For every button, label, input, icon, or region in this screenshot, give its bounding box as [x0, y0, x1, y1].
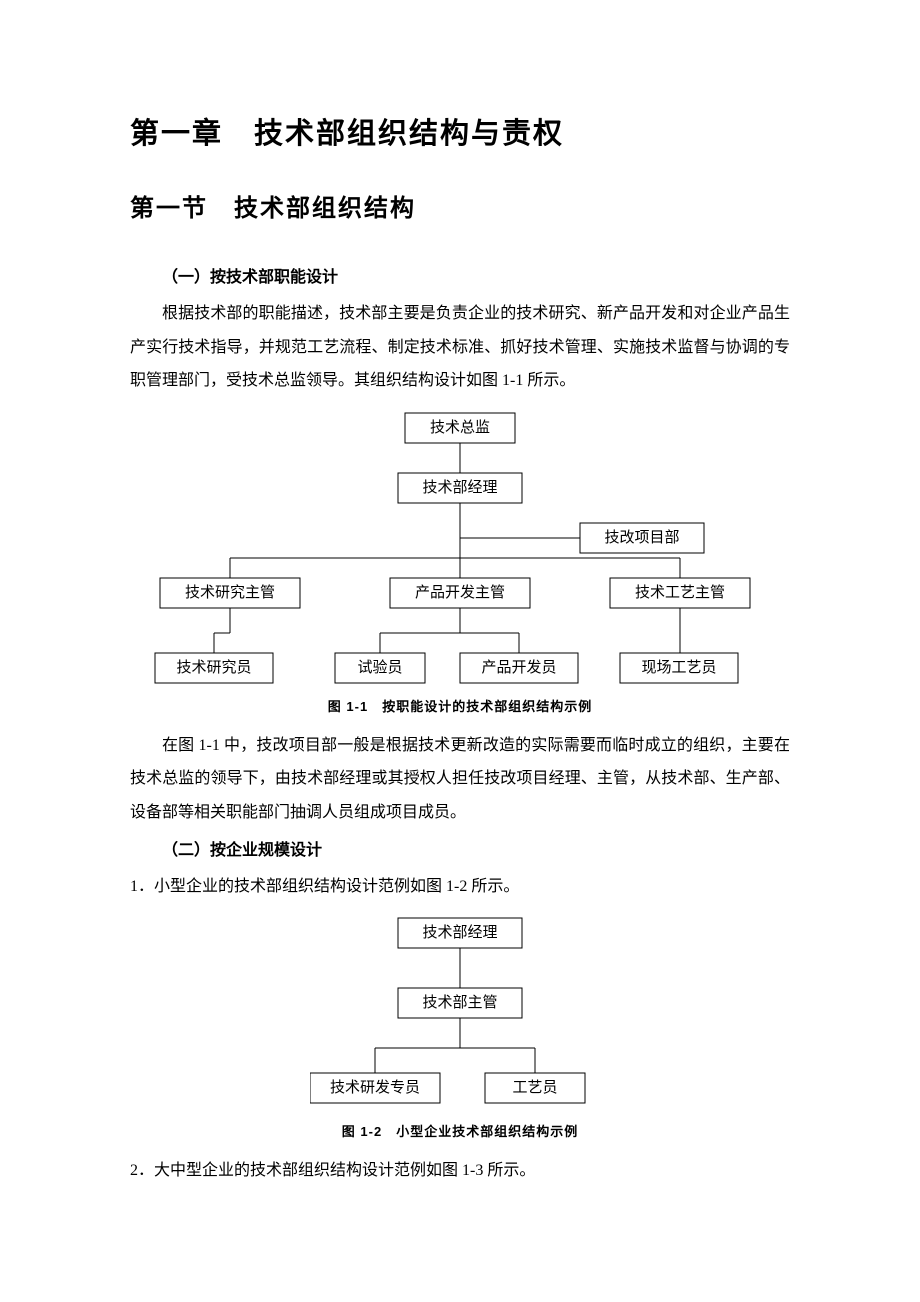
org-chart-node-label: 现场工艺员 — [641, 659, 716, 676]
org-chart-node: 技术部经理 — [398, 473, 522, 503]
org-chart-node: 技术工艺主管 — [610, 578, 750, 608]
sub1-para2: 在图 1-1 中，技改项目部一般是根据技术更新改造的实际需要而临时成立的组织，主… — [130, 729, 790, 830]
org-chart-node-label: 技术研究主管 — [185, 584, 275, 601]
sub2-item2: 2．大中型企业的技术部组织结构设计范例如图 1-3 所示。 — [130, 1154, 790, 1188]
org-chart-node-label: 工艺员 — [512, 1079, 557, 1096]
org-chart-node: 技术研发专员 — [310, 1073, 440, 1103]
org-chart-1: 技术总监技术部经理技改项目部技术研究主管 产品开发主管 技术工艺主管技术研究员 试验员… — [140, 408, 780, 688]
org-chart-node-label: 技术研究员 — [176, 659, 251, 676]
org-chart-2: 技术部经理技术部主管技术研发专员 工艺员 — [310, 913, 610, 1113]
org-chart-node: 技改项目部 — [580, 523, 704, 553]
sub1-para1: 根据技术部的职能描述，技术部主要是负责企业的技术研究、新产品开发和对企业产品生产… — [130, 297, 790, 398]
org-chart-node: 技术总监 — [405, 413, 515, 443]
org-chart-node-label: 技术研发专员 — [330, 1079, 420, 1096]
figure-1-2-caption: 图 1-2 小型企业技术部组织结构示例 — [130, 1121, 790, 1140]
org-chart-node-label: 技改项目部 — [604, 529, 679, 546]
org-chart-node-label: 技术总监 — [430, 419, 490, 436]
figure-1-1-chart: 技术总监技术部经理技改项目部技术研究主管 产品开发主管 技术工艺主管技术研究员 试验员… — [130, 408, 790, 688]
subsection-2-heading: （二）按企业规模设计 — [130, 836, 790, 860]
org-chart-node: 试验员 — [335, 653, 425, 683]
subsection-1-heading: （一）按技术部职能设计 — [130, 263, 790, 287]
org-chart-node-label: 产品开发员 — [481, 659, 556, 676]
document-page: 第一章 技术部组织结构与责权 第一节 技术部组织结构 （一）按技术部职能设计 根… — [0, 0, 920, 1254]
org-chart-node-label: 技术部主管 — [422, 994, 497, 1011]
org-chart-node-label: 产品开发主管 — [415, 584, 505, 601]
org-chart-node: 产品开发员 — [460, 653, 578, 683]
sub2-item1: 1．小型企业的技术部组织结构设计范例如图 1-2 所示。 — [130, 870, 790, 904]
org-chart-node: 工艺员 — [485, 1073, 585, 1103]
org-chart-node: 现场工艺员 — [620, 653, 738, 683]
org-chart-node: 技术部主管 — [398, 988, 522, 1018]
figure-1-1-caption: 图 1-1 按职能设计的技术部组织结构示例 — [130, 696, 790, 715]
org-chart-node-label: 技术工艺主管 — [635, 584, 725, 601]
org-chart-node-label: 技术部经理 — [422, 479, 497, 496]
org-chart-node: 产品开发主管 — [390, 578, 530, 608]
org-chart-node: 技术研究主管 — [160, 578, 300, 608]
org-chart-node-label: 技术部经理 — [422, 924, 497, 941]
org-chart-node: 技术研究员 — [155, 653, 273, 683]
org-chart-node-label: 试验员 — [357, 659, 402, 676]
org-chart-node: 技术部经理 — [398, 918, 522, 948]
section-title: 第一节 技术部组织结构 — [130, 188, 790, 223]
chapter-title: 第一章 技术部组织结构与责权 — [130, 110, 790, 152]
figure-1-2-chart: 技术部经理技术部主管技术研发专员 工艺员 — [130, 913, 790, 1113]
